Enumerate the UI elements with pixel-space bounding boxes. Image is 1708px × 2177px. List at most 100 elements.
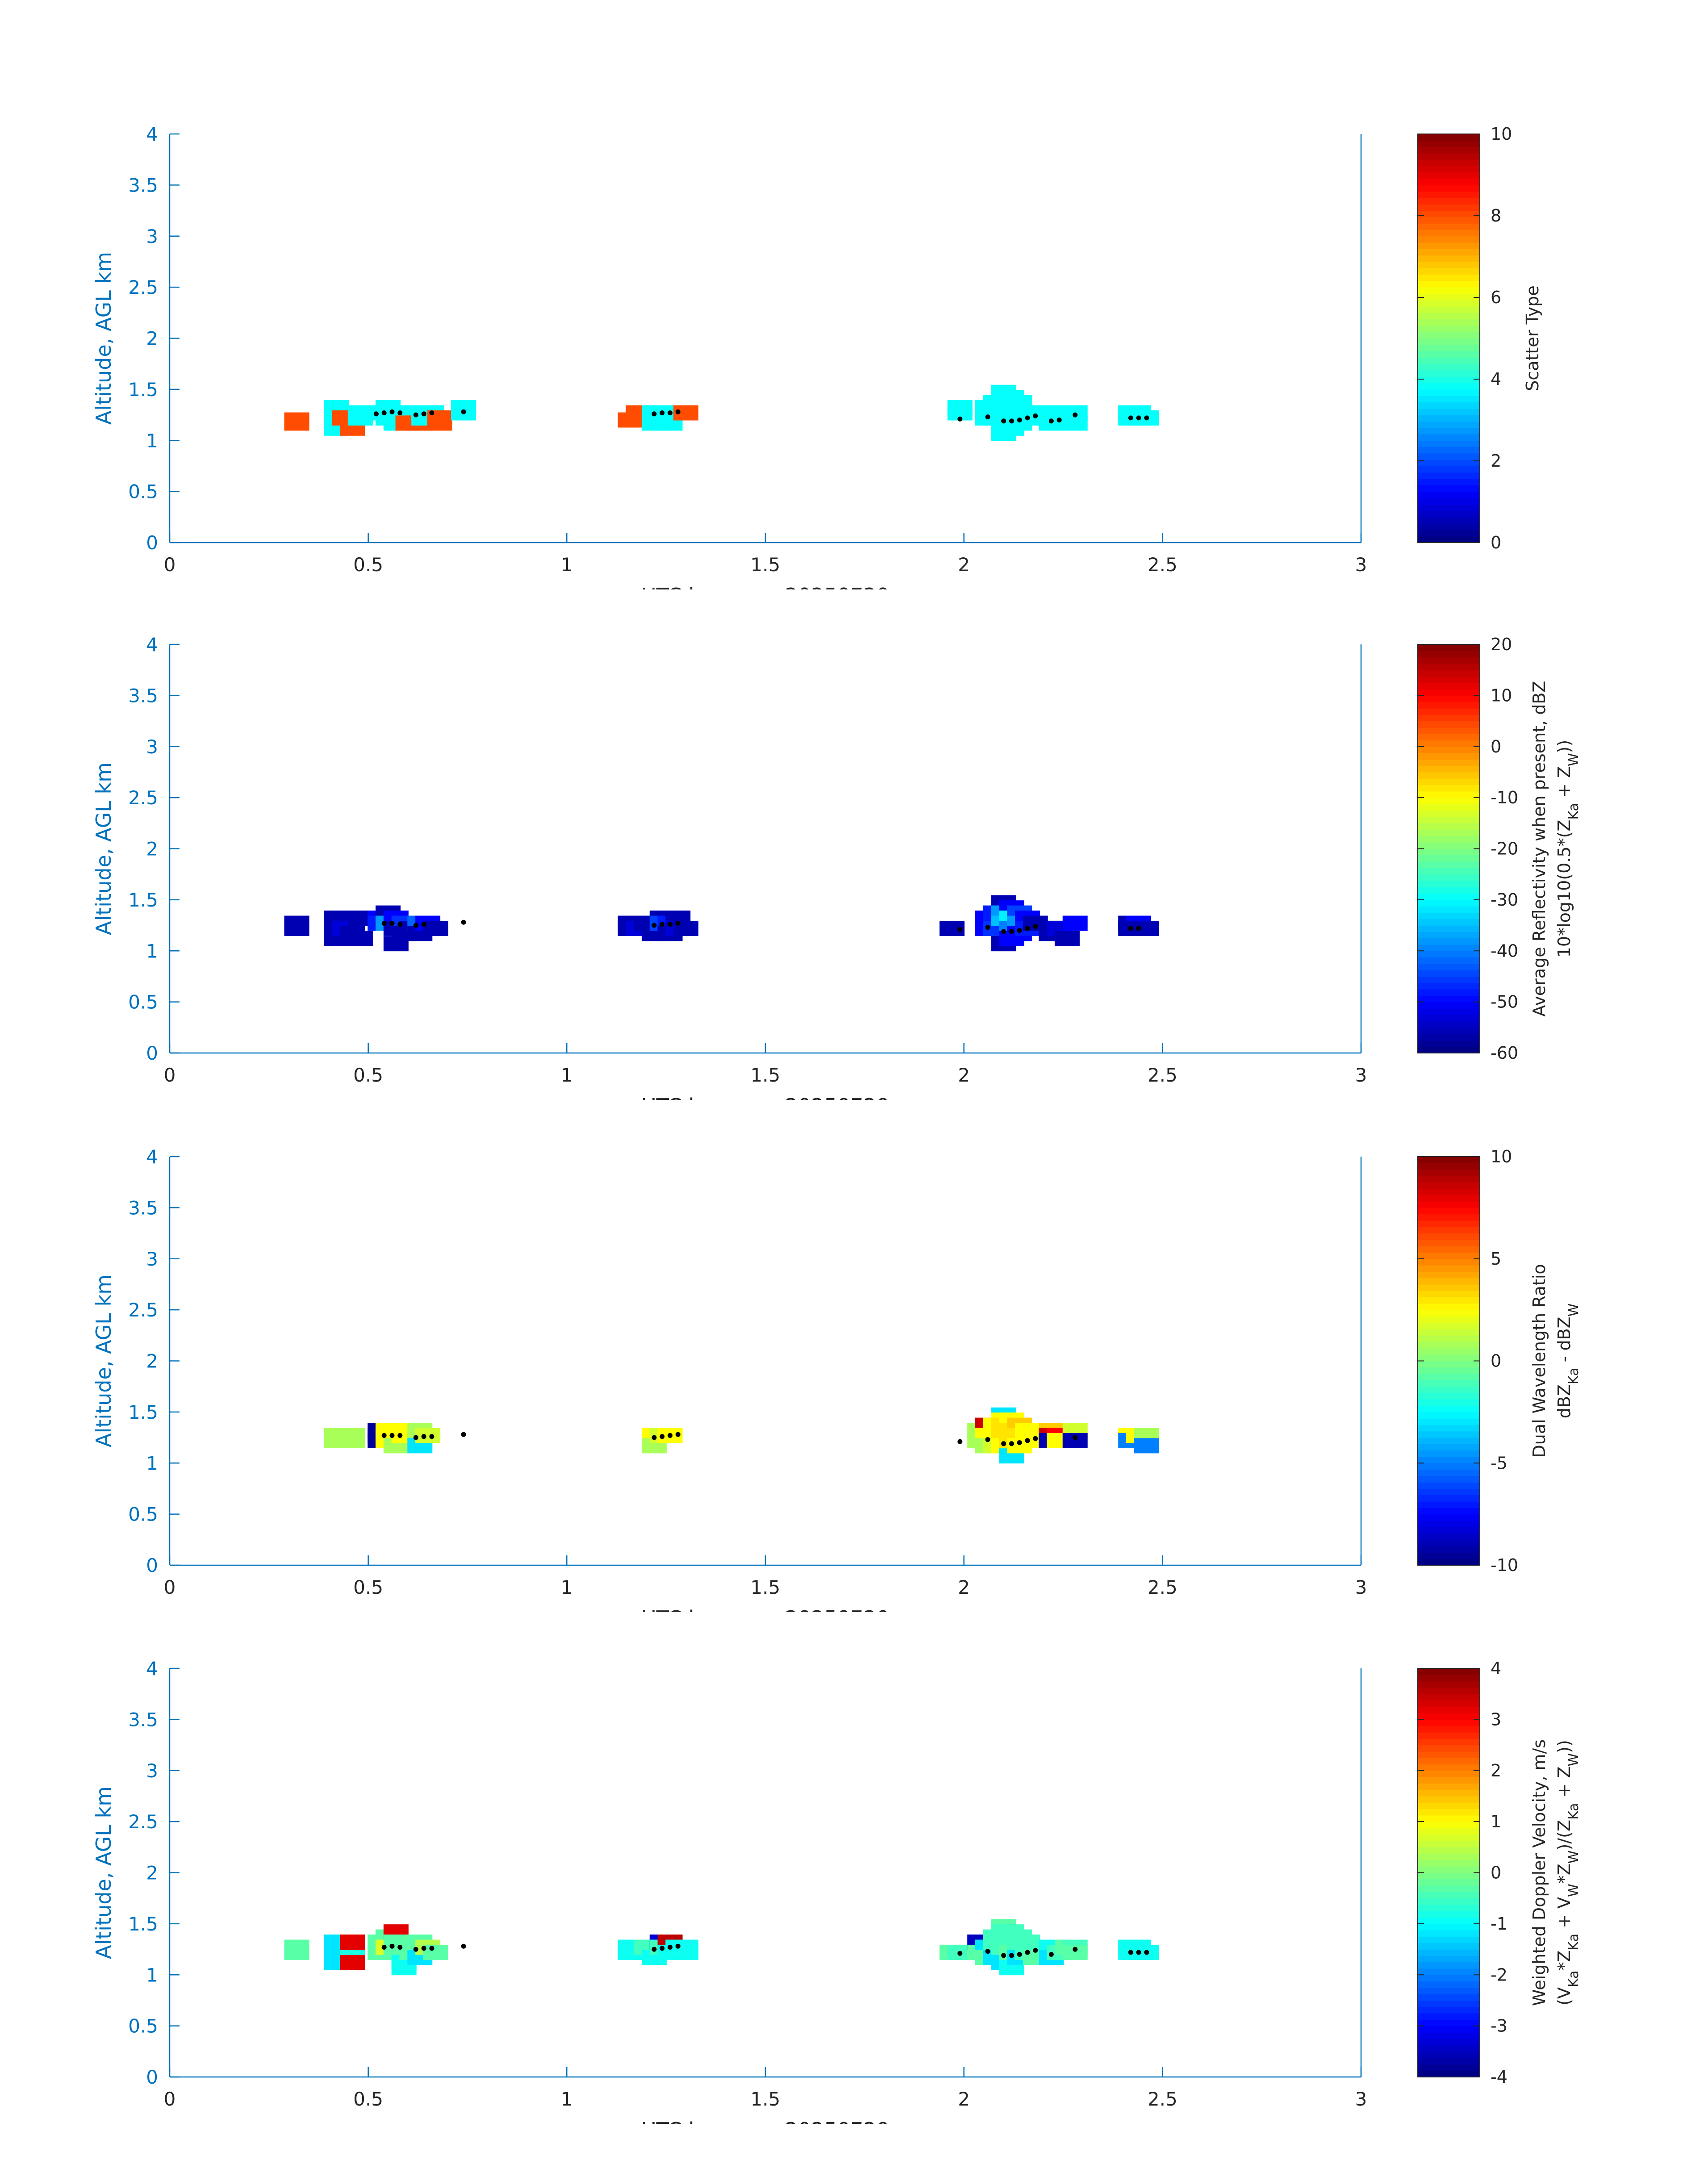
colorbar-band	[1418, 810, 1480, 817]
colorbar-band	[1418, 140, 1480, 147]
colorbar-tick-label: 0	[1491, 1351, 1501, 1371]
colorbar-band	[1418, 2019, 1480, 2027]
y-tick-label: 4	[146, 1146, 158, 1168]
x-tick-label: 1	[561, 1576, 573, 1598]
x-tick-label: 2.5	[1148, 2088, 1178, 2110]
y-tick-label: 0	[146, 1554, 158, 1576]
y-tick-label: 0	[146, 1042, 158, 1064]
colorbar-band	[1418, 1463, 1480, 1470]
mean-height-point	[675, 1432, 681, 1437]
heatmap-cell	[284, 920, 309, 936]
mean-height-point	[397, 410, 403, 415]
chart-panel-1: 0 0.5 1 1.5 2 2.5 3 0 0.5 1 1.5 2 2.5 3 3.5 4 UTC hours …	[0, 80, 1708, 589]
chart-group: 0 0.5 1 1.5 2 2.5 3 0 0.5 1 1.5 2 2.5 3 3.5 4 UTC hours …	[92, 634, 1582, 1100]
colorbar-band	[1418, 1367, 1480, 1374]
mean-height-point	[413, 1435, 418, 1440]
colorbar-band	[1418, 1335, 1480, 1342]
colorbar-tick-label: -30	[1491, 890, 1518, 910]
colorbar-band	[1418, 166, 1480, 173]
colorbar-band	[1418, 791, 1480, 798]
mean-height-point	[1001, 1441, 1006, 1446]
colorbar-band	[1418, 1930, 1480, 1937]
mean-height-point	[651, 923, 657, 928]
colorbar-band	[1418, 785, 1480, 792]
mean-height-point	[660, 410, 665, 415]
colorbar-label: Average Reflectivity when present, dBZ	[1529, 681, 1549, 1017]
x-tick-label: 0.5	[353, 1064, 383, 1086]
colorbar-tick-label: -5	[1491, 1453, 1508, 1473]
y-tick-label: 0.5	[128, 481, 158, 503]
colorbar-band	[1418, 319, 1480, 326]
colorbar-band	[1418, 2013, 1480, 2020]
mean-height-point	[957, 1439, 963, 1444]
mean-height-point	[1009, 1953, 1014, 1958]
colorbar-band	[1418, 402, 1480, 409]
colorbar-band	[1418, 1879, 1480, 1886]
colorbar: -60 -50 -40 -30 -20 -10 0 10 20 Average Reflectiv…	[1417, 635, 1582, 1063]
colorbar-band	[1418, 1552, 1480, 1559]
colorbar-band	[1418, 389, 1480, 396]
x-tick-label: 2	[958, 554, 970, 576]
y-tick-label: 3.5	[128, 174, 158, 196]
colorbar-tick-label: 0	[1491, 533, 1501, 552]
colorbar-tick-label: 2	[1491, 451, 1501, 471]
colorbar-tick-label: 10	[1491, 124, 1512, 144]
chart-group: 0 0.5 1 1.5 2 2.5 3 0 0.5 1 1.5 2 2.5 3 3.5 4 UTC hours …	[92, 1146, 1582, 1612]
mean-height-point	[389, 409, 395, 414]
mean-height-point	[1017, 928, 1022, 933]
colorbar-band	[1418, 1495, 1480, 1502]
y-tick-label: 2.5	[128, 1299, 158, 1321]
colorbar-band	[1418, 1195, 1480, 1202]
colorbar-tick-label: 10	[1491, 685, 1512, 705]
colorbar-band	[1418, 421, 1480, 428]
y-tick-label: 3.5	[128, 1197, 158, 1219]
mean-height-point	[389, 921, 395, 926]
colorbar-band	[1418, 925, 1480, 932]
colorbar-band	[1418, 1981, 1480, 1988]
mean-height-point	[397, 1945, 403, 1950]
colorbar-band	[1418, 1374, 1480, 1380]
colorbar-band	[1418, 1936, 1480, 1943]
colorbar-band	[1418, 1809, 1480, 1816]
y-tick-label: 4	[146, 634, 158, 656]
colorbar-band	[1418, 721, 1480, 728]
colorbar-band	[1418, 1015, 1480, 1022]
x-tick-label: 1.5	[751, 554, 781, 576]
colorbar-band	[1418, 1456, 1480, 1463]
mean-height-point	[461, 1943, 466, 1949]
y-axis-label: Altitude, AGL km	[92, 1786, 116, 1959]
colorbar-band	[1418, 1348, 1480, 1355]
y-tick-label: 4	[146, 1658, 158, 1680]
mean-height-point	[985, 1949, 990, 1954]
colorbar-band	[1418, 172, 1480, 179]
colorbar-band	[1418, 1469, 1480, 1476]
x-axis-label: UTC hours on 20250720	[641, 1606, 889, 1612]
colorbar-band	[1418, 932, 1480, 939]
colorbar-band	[1418, 2026, 1480, 2033]
mean-height-point	[381, 410, 387, 415]
colorbar-tick-label: 0	[1491, 737, 1501, 756]
chart-group: 0 0.5 1 1.5 2 2.5 3 0 0.5 1 1.5 2 2.5 3 3.5 4 UTC hours …	[92, 123, 1542, 589]
mean-height-markers	[381, 1432, 1078, 1446]
colorbar-label: dBZKa - dBZW	[1554, 1304, 1582, 1419]
y-tick-label: 2.5	[128, 1811, 158, 1833]
colorbar-band	[1418, 1214, 1480, 1221]
colorbar-band	[1418, 887, 1480, 894]
mean-height-point	[397, 922, 403, 927]
colorbar-band	[1418, 1444, 1480, 1451]
colorbar-label: Weighted Doppler Velocity, m/s	[1529, 1739, 1549, 2006]
colorbar-band	[1418, 1027, 1480, 1034]
x-tick-label: 1.5	[751, 1576, 781, 1598]
colorbar-tick-label: 0	[1491, 1863, 1501, 1883]
y-tick-label: 2	[146, 1350, 158, 1372]
colorbar-band	[1418, 1841, 1480, 1847]
colorbar-band	[1418, 249, 1480, 256]
mean-height-point	[1136, 926, 1141, 931]
colorbar-band	[1418, 798, 1480, 805]
colorbar-band	[1418, 242, 1480, 249]
colorbar-band	[1418, 982, 1480, 990]
colorbar-band	[1418, 1738, 1480, 1746]
colorbar-band	[1418, 2045, 1480, 2052]
colorbar-band	[1418, 817, 1480, 823]
colorbar-band	[1418, 332, 1480, 339]
